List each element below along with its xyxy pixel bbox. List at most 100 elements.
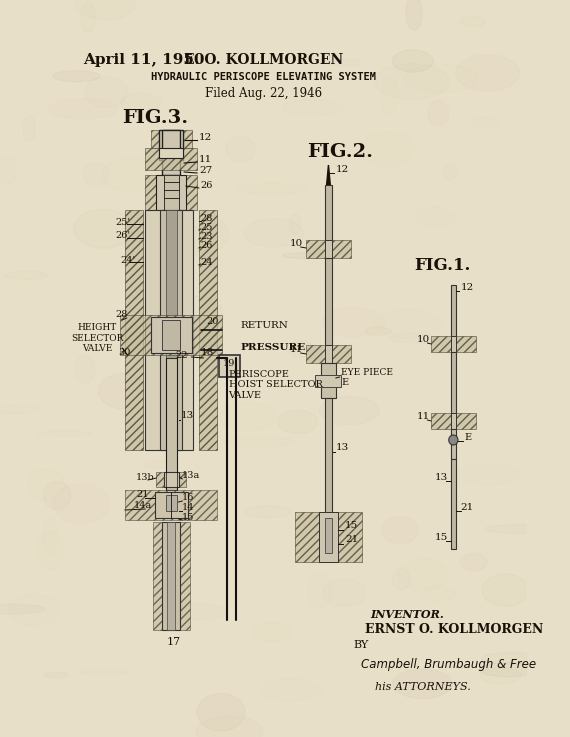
Text: 27: 27 <box>199 166 212 175</box>
Text: 15: 15 <box>345 521 359 530</box>
Text: Filed Aug. 22, 1946: Filed Aug. 22, 1946 <box>205 86 322 99</box>
Bar <box>325 398 332 518</box>
Text: 17: 17 <box>166 637 181 647</box>
Bar <box>125 210 144 450</box>
Text: 11: 11 <box>416 412 430 421</box>
Bar <box>325 345 332 363</box>
Bar <box>450 336 456 352</box>
Text: BY: BY <box>353 640 369 650</box>
Bar <box>120 315 222 355</box>
Bar <box>145 148 197 170</box>
Text: 10: 10 <box>416 335 430 344</box>
Text: 13: 13 <box>181 411 194 420</box>
Bar <box>431 413 475 429</box>
Bar <box>156 472 186 487</box>
Text: 11: 11 <box>290 345 303 354</box>
Bar <box>160 210 182 450</box>
Text: 13b: 13b <box>136 473 155 482</box>
Text: 13: 13 <box>435 473 448 482</box>
Text: 15: 15 <box>182 513 194 522</box>
Text: Campbell, Brumbaugh & Free: Campbell, Brumbaugh & Free <box>361 658 536 671</box>
Ellipse shape <box>52 71 100 82</box>
Text: 15: 15 <box>435 533 448 542</box>
Text: 30: 30 <box>119 348 131 357</box>
Polygon shape <box>327 165 330 185</box>
Text: 21: 21 <box>461 503 474 512</box>
Bar <box>431 336 475 352</box>
Text: RETURN: RETURN <box>241 321 288 330</box>
Ellipse shape <box>393 669 452 699</box>
Bar <box>162 522 181 630</box>
Ellipse shape <box>186 217 229 252</box>
Text: 12: 12 <box>199 133 212 142</box>
Bar <box>159 130 183 160</box>
Text: FIG.2.: FIG.2. <box>307 143 373 161</box>
Bar <box>156 175 186 210</box>
Bar <box>450 429 456 459</box>
Bar <box>219 355 239 377</box>
Ellipse shape <box>392 50 433 72</box>
Text: 16: 16 <box>182 493 194 502</box>
Bar <box>325 258 332 348</box>
Bar <box>325 240 332 258</box>
Bar <box>306 345 351 363</box>
Text: 19: 19 <box>223 359 235 368</box>
Text: 14: 14 <box>182 503 195 512</box>
Ellipse shape <box>365 327 392 335</box>
Ellipse shape <box>485 525 556 534</box>
Bar <box>159 148 183 158</box>
Bar <box>306 240 351 258</box>
Text: 12: 12 <box>336 165 349 174</box>
Text: 13: 13 <box>336 443 349 452</box>
Ellipse shape <box>428 100 449 126</box>
Bar <box>450 459 456 549</box>
Bar <box>162 320 181 350</box>
Ellipse shape <box>456 55 520 91</box>
Bar <box>151 130 192 148</box>
Text: 13a: 13a <box>182 471 201 480</box>
Ellipse shape <box>5 271 47 279</box>
Text: 21: 21 <box>345 535 359 544</box>
Bar <box>162 130 181 175</box>
Text: HYDRAULIC PERISCOPE ELEVATING SYSTEM: HYDRAULIC PERISCOPE ELEVATING SYSTEM <box>151 72 376 82</box>
Bar <box>166 210 177 450</box>
Text: 25': 25' <box>116 218 131 227</box>
Ellipse shape <box>197 694 245 731</box>
Bar <box>164 175 178 210</box>
Bar <box>151 317 192 353</box>
Ellipse shape <box>480 663 535 677</box>
Ellipse shape <box>243 506 291 517</box>
Bar <box>316 375 341 387</box>
Text: 28: 28 <box>116 310 128 319</box>
Bar <box>199 210 217 450</box>
Text: 28: 28 <box>201 214 213 223</box>
Bar <box>145 175 197 210</box>
Bar <box>153 522 190 630</box>
Text: 22: 22 <box>176 351 188 360</box>
Text: 10: 10 <box>290 239 303 248</box>
Bar <box>164 472 178 487</box>
Text: 26: 26 <box>201 181 213 190</box>
Text: EYE PIECE: EYE PIECE <box>341 368 393 377</box>
Ellipse shape <box>165 604 226 620</box>
Bar <box>325 185 332 245</box>
Bar <box>321 363 336 398</box>
Text: 26: 26 <box>201 241 213 250</box>
Bar <box>450 285 456 340</box>
Text: E: E <box>465 433 471 442</box>
Text: 21: 21 <box>136 490 149 499</box>
Text: 24: 24 <box>201 258 213 267</box>
Text: PRESSURE: PRESSURE <box>241 343 306 352</box>
Bar <box>319 512 337 562</box>
Text: 20: 20 <box>206 317 219 326</box>
Text: 12: 12 <box>461 283 474 292</box>
Text: 24': 24' <box>120 256 136 265</box>
Bar <box>450 413 456 429</box>
Text: 26': 26' <box>116 231 131 240</box>
Bar <box>295 512 362 562</box>
Bar <box>166 495 177 511</box>
Text: INVENTOR.: INVENTOR. <box>370 609 444 620</box>
Bar <box>450 352 456 417</box>
Ellipse shape <box>196 716 263 737</box>
Bar <box>125 490 217 520</box>
